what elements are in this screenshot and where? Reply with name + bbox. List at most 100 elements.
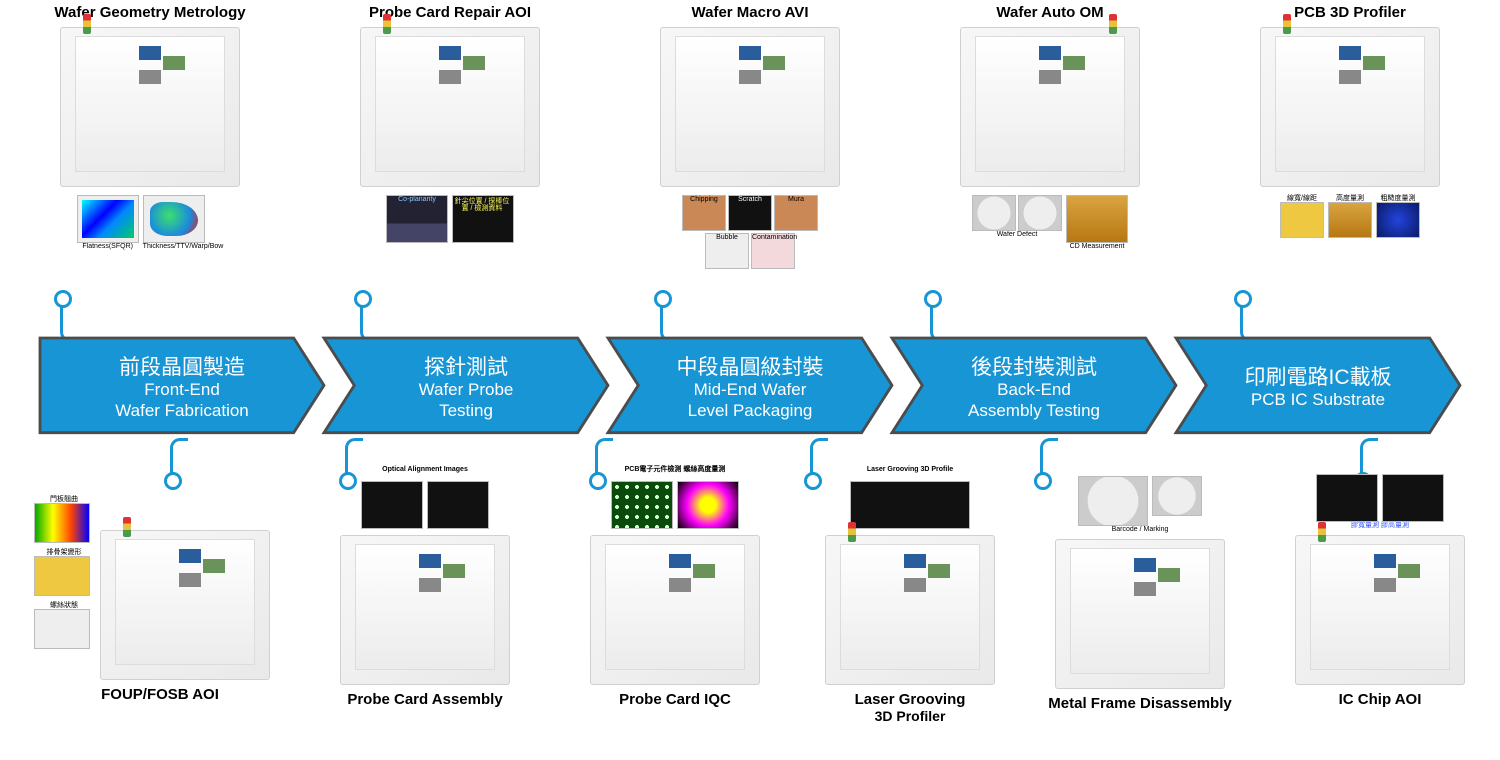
thumb bbox=[1316, 474, 1378, 522]
bot-title-0: FOUP/FOSB AOI bbox=[101, 686, 219, 703]
thumb: Chipping bbox=[682, 195, 726, 231]
stage-0: 前段晶圓製造 Front-End Wafer Fabrication bbox=[40, 338, 324, 438]
thumbs-1: Co-planarity 針尖位置 / 探棒位置 / 檢測資料 bbox=[386, 195, 514, 243]
machine-image bbox=[360, 27, 540, 187]
thumb bbox=[850, 481, 970, 529]
bot-title-2: Probe Card IQC bbox=[619, 691, 731, 708]
connector-top bbox=[360, 304, 378, 342]
connector-bot bbox=[595, 438, 613, 476]
process-flow: 前段晶圓製造 Front-End Wafer Fabrication 探針測試 … bbox=[40, 338, 1460, 438]
thumb bbox=[677, 481, 739, 529]
thumb bbox=[972, 195, 1016, 231]
bot-machine-4: Barcode / Marking Metal Frame Disassembl… bbox=[1020, 460, 1260, 712]
bot-title-3: Laser Grooving bbox=[855, 691, 966, 708]
top-title-4: PCB 3D Profiler bbox=[1294, 4, 1406, 21]
bot-machine-0: 門板翹曲 排骨架變形 螺絲狀態 FOUP/FOSB AOI bbox=[40, 460, 280, 703]
connector-top bbox=[930, 304, 948, 342]
machine-image bbox=[1260, 27, 1440, 187]
thumb-caption: CD Measurement bbox=[1066, 243, 1128, 250]
connector-top bbox=[660, 304, 678, 342]
thumb bbox=[1018, 195, 1062, 231]
thumbs-3: Wafer Defect CD Measurement bbox=[972, 195, 1128, 250]
connector-bot bbox=[1040, 438, 1058, 476]
machine-image bbox=[660, 27, 840, 187]
top-machine-1: Probe Card Repair AOI Co-planarity 針尖位置 … bbox=[300, 0, 600, 320]
bot-machine-2: PCB電子元件檢測 螺絲高度量測 Probe Card IQC bbox=[555, 460, 795, 708]
top-title-3: Wafer Auto OM bbox=[996, 4, 1103, 21]
connector-bot bbox=[810, 438, 828, 476]
thumb bbox=[427, 481, 489, 529]
top-machine-2: Wafer Macro AVI Chipping Scratch Mura Bu… bbox=[600, 0, 900, 320]
thumb-caption: Wafer Defect bbox=[972, 231, 1062, 238]
bot-title-3b: 3D Profiler bbox=[875, 708, 946, 724]
thumb bbox=[1152, 476, 1202, 516]
stage-4: 印刷電路IC載板 PCB IC Substrate bbox=[1176, 338, 1460, 438]
bot-title-1: Probe Card Assembly bbox=[347, 691, 502, 708]
stage-en: Wafer Probe Testing bbox=[324, 380, 608, 421]
thumb bbox=[1382, 474, 1444, 522]
top-machine-0: Wafer Geometry Metrology Flatness(SFQR) … bbox=[0, 0, 300, 320]
thumb-caption: PCB電子元件檢測 螺絲高度量測 bbox=[625, 466, 726, 473]
thumb bbox=[1078, 476, 1148, 526]
stage-cn: 探針測試 bbox=[324, 355, 608, 380]
thumb: Contamination bbox=[751, 233, 795, 269]
stage-en: Back-End Assembly Testing bbox=[892, 380, 1176, 421]
thumb bbox=[34, 503, 90, 543]
machine-image bbox=[340, 535, 510, 685]
thumb bbox=[77, 195, 139, 243]
top-title-2: Wafer Macro AVI bbox=[692, 4, 809, 21]
bot-machine-5: 膠寬量測 膠高量測 IC Chip AOI bbox=[1260, 460, 1500, 708]
thumb-caption: Laser Grooving 3D Profile bbox=[867, 466, 953, 473]
bot-title-5: IC Chip AOI bbox=[1339, 691, 1422, 708]
stage-cn: 後段封裝測試 bbox=[892, 355, 1176, 380]
thumb: Scratch bbox=[728, 195, 772, 231]
thumb-caption: Flatness(SFQR) bbox=[77, 243, 139, 250]
stage-1: 探針測試 Wafer Probe Testing bbox=[324, 338, 608, 438]
stage-cn: 中段晶圓級封裝 bbox=[608, 355, 892, 380]
top-machines-row: Wafer Geometry Metrology Flatness(SFQR) … bbox=[0, 0, 1500, 320]
thumb-caption: Optical Alignment Images bbox=[382, 466, 468, 473]
machine-image bbox=[60, 27, 240, 187]
bot-title-4: Metal Frame Disassembly bbox=[1048, 695, 1231, 712]
thumb bbox=[1376, 202, 1420, 238]
thumb bbox=[34, 609, 90, 649]
thumb bbox=[1280, 202, 1324, 238]
side-thumbs: 門板翹曲 排骨架變形 螺絲狀態 bbox=[34, 496, 94, 649]
thumb: 針尖位置 / 探棒位置 / 檢測資料 bbox=[452, 195, 514, 243]
connector-bot bbox=[170, 438, 188, 476]
thumb-caption: 膠寬量測 膠高量測 bbox=[1351, 522, 1409, 529]
thumb bbox=[143, 195, 205, 243]
thumbs-4: 線寬/線距 高度量測 粗糙度量測 bbox=[1280, 195, 1420, 238]
machine-image bbox=[1055, 539, 1225, 689]
bot-machine-3: Laser Grooving 3D Profile Laser Grooving… bbox=[790, 460, 1030, 724]
top-machine-3: Wafer Auto OM Wafer Defect CD Measuremen… bbox=[900, 0, 1200, 320]
connector-bot bbox=[345, 438, 363, 476]
connector-top bbox=[1240, 304, 1258, 342]
thumb-caption: Barcode / Marking bbox=[1112, 526, 1169, 533]
connector-bot bbox=[1360, 438, 1378, 476]
thumb bbox=[611, 481, 673, 529]
machine-image bbox=[1295, 535, 1465, 685]
stage-3: 後段封裝測試 Back-End Assembly Testing bbox=[892, 338, 1176, 438]
thumbs-0: Flatness(SFQR) Thickness/TTV/Warp/Bow bbox=[77, 195, 224, 250]
thumb bbox=[361, 481, 423, 529]
connector-top bbox=[60, 304, 78, 342]
machine-image bbox=[960, 27, 1140, 187]
machine-image bbox=[100, 530, 270, 680]
thumbs-2: Chipping Scratch Mura Bubble Contaminati… bbox=[675, 195, 825, 269]
thumb bbox=[34, 556, 90, 596]
thumb bbox=[1066, 195, 1128, 243]
machine-image bbox=[590, 535, 760, 685]
machine-image bbox=[825, 535, 995, 685]
stage-en: Mid-End Wafer Level Packaging bbox=[608, 380, 892, 421]
stage-en: PCB IC Substrate bbox=[1176, 390, 1460, 410]
top-machine-4: PCB 3D Profiler 線寬/線距 高度量測 粗糙度量測 bbox=[1200, 0, 1500, 320]
stage-en: Front-End Wafer Fabrication bbox=[40, 380, 324, 421]
thumb: Bubble bbox=[705, 233, 749, 269]
bottom-machines-row: 門板翹曲 排骨架變形 螺絲狀態 FOUP/FOSB AOI Optical Al… bbox=[0, 460, 1500, 750]
top-title-1: Probe Card Repair AOI bbox=[369, 4, 531, 21]
thumb-caption: Thickness/TTV/Warp/Bow bbox=[143, 243, 224, 250]
thumb: Co-planarity bbox=[386, 195, 448, 243]
stage-cn: 前段晶圓製造 bbox=[40, 355, 324, 380]
bot-machine-1: Optical Alignment Images Probe Card Asse… bbox=[305, 460, 545, 708]
